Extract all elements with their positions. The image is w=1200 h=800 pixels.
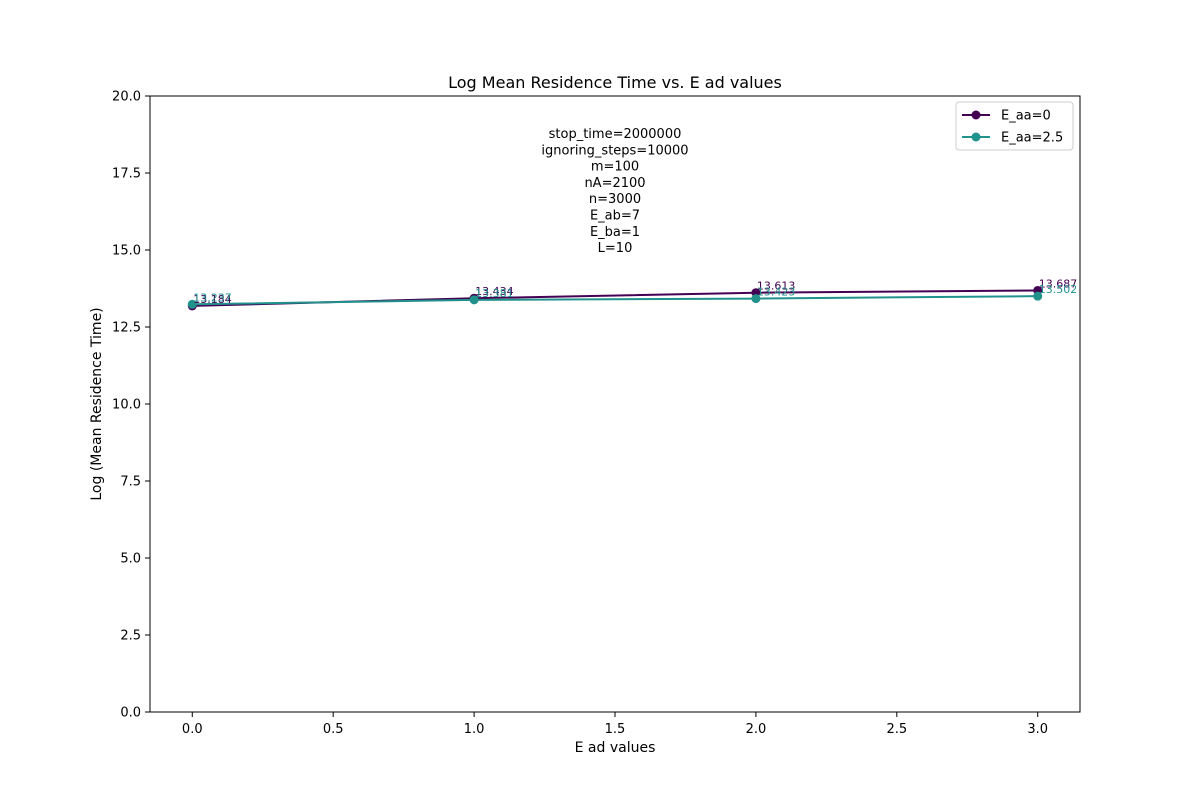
chart-title: Log Mean Residence Time vs. E ad values — [448, 73, 782, 92]
y-tick-label: 10.0 — [112, 398, 141, 413]
y-axis: 0.0 2.5 5.0 7.5 10.0 12.5 15.0 17.5 20.0 — [112, 90, 150, 721]
data-label: 13.423 — [757, 286, 796, 299]
data-point — [1033, 291, 1043, 301]
legend: E_aa=0 E_aa=2.5 — [955, 101, 1074, 151]
y-axis-label: Log (Mean Residence Time) — [89, 307, 105, 500]
x-tick-label: 1.0 — [464, 722, 485, 737]
y-tick-label: 20.0 — [112, 90, 141, 105]
data-label: 13.613 — [757, 280, 796, 293]
y-tick-label: 7.5 — [120, 475, 141, 490]
data-point — [469, 295, 479, 305]
x-tick-label: 3.0 — [1027, 722, 1048, 737]
legend-marker — [971, 132, 981, 142]
data-label: 13.237 — [193, 291, 232, 304]
x-tick-label: 0.5 — [323, 722, 344, 737]
annotation-line: stop_time=2000000 — [549, 127, 682, 142]
data-label: 13.381 — [475, 287, 514, 300]
y-tick-label: 15.0 — [112, 244, 141, 259]
data-label: 13.434 — [475, 285, 514, 298]
y-tick-label: 17.5 — [112, 167, 141, 182]
annotation-line: L=10 — [598, 241, 633, 256]
series-line-1 — [192, 295, 1038, 306]
y-tick-label: 0.0 — [120, 706, 141, 721]
annotation-line: ignoring_steps=10000 — [541, 143, 688, 158]
x-axis: 0.0 0.5 1.0 1.5 2.0 2.5 3.0 — [182, 712, 1048, 737]
legend-entry: E_aa=2.5 — [1001, 131, 1063, 146]
x-tick-label: 2.0 — [746, 722, 767, 737]
x-tick-label: 0.0 — [182, 722, 203, 737]
data-label: 13.502 — [1039, 283, 1078, 296]
data-label: 13.184 — [193, 293, 232, 306]
data-label: 13.687 — [1039, 277, 1078, 290]
y-tick-label: 12.5 — [112, 321, 141, 336]
x-axis-label: E ad values — [575, 740, 656, 756]
annotation-line: nA=2100 — [584, 176, 645, 191]
y-tick-label: 2.5 — [120, 629, 141, 644]
plot-area: 13.184 13.434 13.613 13.687 13.237 13.381 13.4… — [187, 277, 1078, 311]
data-point — [187, 299, 197, 309]
annotation-line: E_ba=1 — [590, 225, 640, 240]
y-tick-label: 5.0 — [120, 552, 141, 567]
annotation-line: n=3000 — [589, 192, 641, 207]
x-tick-label: 2.5 — [886, 722, 907, 737]
data-point — [751, 294, 761, 304]
legend-marker — [971, 110, 981, 120]
legend-entry: E_aa=0 — [1001, 109, 1051, 124]
annotation-line: E_ab=7 — [590, 209, 640, 224]
x-tick-label: 1.5 — [605, 722, 626, 737]
annotation-line: m=100 — [591, 160, 639, 175]
